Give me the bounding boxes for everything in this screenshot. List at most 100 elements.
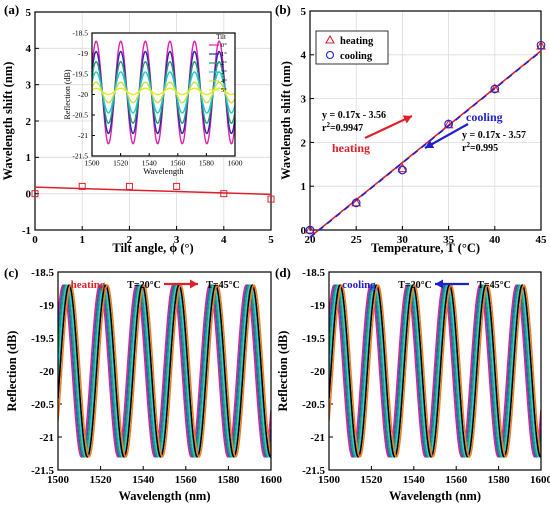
x-axis-label: Wavelength (nm) [389, 489, 481, 503]
spectrum-line [58, 284, 271, 458]
x-tick-label: 1560 [175, 474, 198, 486]
data-point [31, 190, 39, 198]
heating-r2-superscript: 2 [326, 121, 330, 129]
y-tick-label: 3 [301, 93, 307, 105]
temperature-arrow-head [435, 279, 443, 289]
x-tick-label: 4 [221, 234, 227, 246]
y-tick-label: -19.5 [72, 70, 88, 79]
data-point-cooling [536, 40, 546, 50]
x-tick-label: 1520 [90, 474, 113, 486]
data-point [173, 182, 181, 190]
y-tick-label: 1 [26, 152, 32, 164]
plot-frame [309, 10, 542, 231]
y-tick-label: -19.5 [31, 333, 54, 345]
x-axis-label: Temperature, T (°C) [371, 241, 480, 255]
data-point-cooling [351, 198, 361, 208]
temperature-end-label: T=45°C [477, 280, 511, 291]
x-tick-label: 1600 [530, 474, 550, 486]
heating-arrow-head [402, 115, 412, 124]
y-tick-label: -20 [310, 366, 325, 378]
cooling-annotation: cooling [466, 110, 503, 124]
x-tick-label: 1600 [228, 159, 243, 168]
y-axis-label: Reflection (dB) [5, 331, 19, 412]
x-tick-label: 1560 [170, 159, 185, 168]
inset-legend-title: Tilt [216, 33, 226, 41]
spectrum-line [329, 284, 541, 458]
y-tick-label: -19.5 [302, 333, 325, 345]
data-point-heating [397, 163, 408, 173]
spectrum-line [58, 284, 271, 458]
x-tick-label: 1520 [113, 159, 128, 168]
spectrum-line [329, 284, 541, 458]
y-tick-label: -20.5 [31, 399, 54, 411]
heating-arrow [364, 115, 413, 139]
data-point-cooling [490, 84, 500, 94]
x-tick-label: 1580 [488, 474, 511, 486]
x-tick-label: 1580 [199, 159, 214, 168]
heating-r2-value: =0.9947 [330, 123, 363, 134]
data-point-cooling [305, 225, 315, 235]
y-tick-label: -18.5 [31, 267, 54, 279]
x-tick-label: 1540 [403, 474, 426, 486]
data-point [125, 182, 133, 190]
y-tick-label: 2 [301, 137, 307, 149]
x-tick-label: 20 [305, 234, 317, 246]
spectrum-line [58, 284, 271, 458]
panel-label: (c) [4, 265, 18, 280]
cooling-arrow [424, 123, 469, 149]
x-tick-label: 1520 [360, 474, 383, 486]
inset-series-line [91, 87, 236, 96]
temperature-start-label: T=20°C [127, 280, 161, 291]
data-point-cooling [398, 165, 407, 175]
y-tick-label: -21.5 [72, 152, 88, 161]
y-tick-label: 4 [301, 50, 307, 62]
x-tick-label: 1600 [260, 474, 283, 486]
heating-annotation: heating [332, 141, 370, 155]
y-tick-label: -1 [22, 225, 31, 237]
inset-y-axis-label: Reflection (dB) [63, 69, 72, 119]
x-tick-label: 0 [32, 234, 38, 246]
plot-frame [328, 271, 542, 471]
temperature-end-label: T=45°C [206, 280, 240, 291]
mode-annotation: heating [71, 279, 106, 291]
spectrum-line [329, 284, 541, 458]
y-tick-label: -21.5 [31, 465, 54, 477]
data-point [78, 182, 86, 190]
spectrum-line [58, 284, 271, 458]
y-tick-label: -19 [310, 300, 325, 312]
plot-frame [34, 11, 272, 231]
x-tick-label: 25 [351, 234, 363, 246]
inset-legend-label: 2° [221, 60, 227, 67]
panel-c: 1500 1520 1540 1560 1580 1600 -18.5 -19 -19.5 -20… [4, 265, 283, 503]
plot-frame [57, 271, 272, 471]
panel-label: (d) [275, 265, 291, 280]
y-tick-label: -21.5 [302, 465, 325, 477]
panel-d: 1500 1520 1540 1560 1580 1600 -18.5 -19 -19.5 -20… [275, 265, 550, 503]
spectrum-line [58, 284, 271, 458]
x-tick-label: 1560 [445, 474, 468, 486]
y-tick-label: 5 [26, 7, 32, 19]
y-tick-label: -18.5 [72, 29, 88, 38]
fit-line-cooling [309, 50, 542, 239]
inset-x-axis-label: Wavelength [143, 166, 184, 176]
y-tick-label: -18.5 [302, 267, 325, 279]
legend-label-heating: heating [340, 36, 374, 47]
spectrum-line [58, 284, 271, 458]
y-tick-label: -21 [78, 131, 88, 140]
spectrum-line [329, 284, 541, 458]
inset-series-line [91, 81, 236, 104]
x-tick-label: 1500 [47, 474, 70, 486]
cooling-equation: y = 0.17x - 3.57 [462, 130, 526, 141]
data-point-heating [489, 83, 500, 93]
temperature-start-label: T=20°C [398, 280, 432, 291]
heating-equation: y = 0.17x - 3.56 [322, 110, 386, 121]
spectrum-lines [329, 284, 541, 458]
cooling-r2-superscript: 2 [466, 141, 470, 149]
x-tick-label: 2 [127, 234, 133, 246]
inset-legend-label: 1° [221, 51, 227, 58]
x-tick-label: 1540 [132, 474, 155, 486]
data-point-cooling [444, 119, 453, 129]
